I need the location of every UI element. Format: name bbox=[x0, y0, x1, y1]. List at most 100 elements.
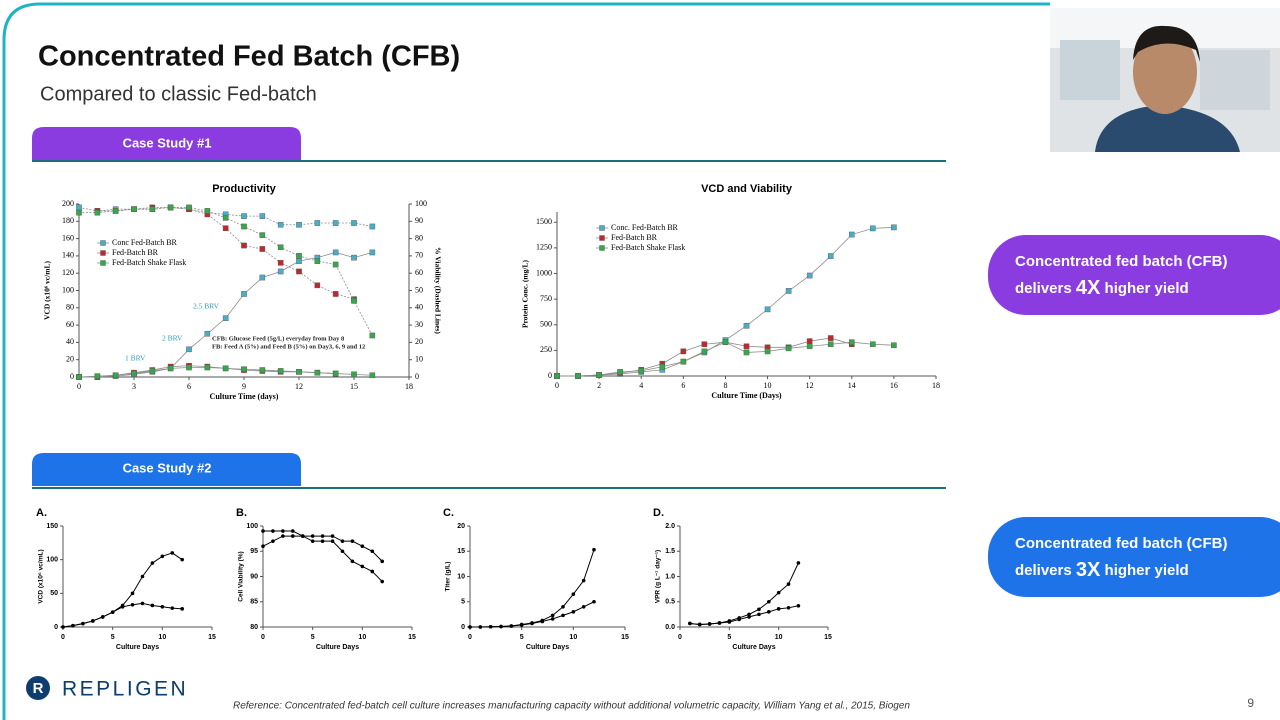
series-marker bbox=[806, 343, 813, 350]
y2-tick-label: 20 bbox=[415, 337, 423, 346]
viability-marker bbox=[241, 213, 247, 219]
chart: 0 5 10 15 0 5 10 15 20C. Culture Days Titer (g/L) bbox=[443, 507, 629, 651]
series-marker bbox=[170, 551, 175, 555]
y-axis-label: VPR (g L⁻¹ day⁻¹) bbox=[655, 550, 662, 603]
series-marker bbox=[180, 557, 184, 562]
series-marker bbox=[827, 253, 834, 259]
series-marker bbox=[796, 603, 801, 608]
y-axis-label: VCD (x10⁶ vc/mL) bbox=[43, 261, 52, 320]
y-tick-label: 95 bbox=[250, 548, 258, 555]
series-marker bbox=[767, 610, 771, 614]
y2-tick-label: 70 bbox=[415, 251, 423, 260]
series-marker bbox=[785, 288, 792, 294]
panel-label: C. bbox=[443, 507, 454, 519]
viability-marker bbox=[332, 261, 339, 268]
series-marker bbox=[380, 559, 385, 564]
reference: Reference: Concentrated fed-batch cell c… bbox=[233, 701, 910, 712]
series-marker bbox=[747, 612, 751, 617]
series-marker bbox=[350, 539, 355, 543]
series-marker bbox=[747, 615, 751, 619]
viability-marker bbox=[259, 246, 266, 252]
y-tick-label: 0 bbox=[461, 624, 465, 631]
viability-marker bbox=[277, 244, 284, 251]
legend-label: Conc. Fed-Batch BR bbox=[611, 223, 679, 232]
series-marker bbox=[91, 619, 95, 623]
series-marker bbox=[370, 549, 375, 554]
series-marker bbox=[638, 368, 645, 374]
series-marker bbox=[332, 249, 339, 256]
legend-label: Fed-Batch BR bbox=[112, 248, 159, 257]
x-tick-label: 18 bbox=[405, 382, 413, 391]
callout-text: delivers 4X higher yield bbox=[1015, 277, 1189, 299]
series-marker bbox=[186, 346, 192, 353]
chart-title: VCD and Viability bbox=[701, 183, 793, 195]
chart: 0 5 10 15 80 85 90 95 100 B. Culture Days Cell Viab… bbox=[236, 507, 416, 651]
y-tick-label: 1250 bbox=[536, 243, 552, 252]
x-tick-label: 16 bbox=[890, 381, 898, 390]
series-marker bbox=[222, 315, 229, 321]
x-tick-label: 0 bbox=[77, 382, 81, 391]
viability-marker bbox=[314, 258, 321, 264]
annotation: 2.5 BRV bbox=[193, 302, 220, 311]
x-tick-label: 6 bbox=[187, 382, 191, 391]
series-marker bbox=[776, 607, 781, 611]
legend-marker bbox=[599, 225, 605, 231]
annotation: 2 BRV bbox=[162, 334, 183, 343]
series-marker bbox=[130, 591, 135, 596]
y-tick-label: 120 bbox=[62, 268, 74, 277]
y-tick-label: 80 bbox=[66, 303, 74, 312]
legend-marker bbox=[100, 240, 106, 246]
y-tick-label: 180 bbox=[62, 216, 74, 225]
panel-label: A. bbox=[36, 507, 47, 519]
slide-subtitle: Compared to classic Fed-batch bbox=[40, 83, 317, 105]
series-marker bbox=[81, 621, 85, 626]
series-marker bbox=[296, 258, 302, 264]
series-marker bbox=[575, 373, 581, 379]
series-marker bbox=[186, 364, 192, 371]
y2-tick-label: 100 bbox=[415, 199, 427, 208]
x-tick-label: 12 bbox=[806, 381, 814, 390]
series-marker bbox=[110, 610, 115, 614]
x-tick-label: 10 bbox=[569, 634, 577, 641]
x-tick-label: 14 bbox=[848, 381, 856, 390]
viability-marker bbox=[351, 298, 357, 304]
series-marker bbox=[786, 606, 791, 610]
viability-marker bbox=[241, 223, 247, 230]
y2-tick-label: 80 bbox=[415, 233, 423, 242]
x-tick-label: 10 bbox=[358, 634, 366, 641]
series-marker bbox=[296, 369, 302, 375]
x-tick-label: 5 bbox=[311, 634, 315, 641]
viability-marker bbox=[332, 291, 339, 297]
slide-title: Concentrated Fed Batch (CFB) bbox=[38, 41, 460, 73]
series-marker bbox=[130, 602, 135, 607]
x-tick-label: 0 bbox=[678, 634, 682, 641]
series-marker bbox=[120, 605, 125, 609]
series-marker bbox=[369, 249, 376, 256]
y-tick-label: 100 bbox=[62, 285, 74, 294]
series-marker bbox=[848, 339, 855, 345]
y-tick-label: 100 bbox=[246, 523, 258, 530]
viability-marker bbox=[369, 223, 376, 230]
viability-marker bbox=[76, 209, 82, 216]
series-marker bbox=[478, 625, 483, 629]
series-marker bbox=[340, 549, 345, 554]
series-marker bbox=[717, 621, 722, 625]
y-tick-label: 750 bbox=[540, 294, 552, 303]
viability-marker bbox=[259, 213, 266, 219]
series-marker bbox=[351, 371, 357, 378]
y-tick-label: 0 bbox=[54, 624, 58, 631]
y-tick-label: 20 bbox=[66, 355, 74, 364]
y-tick-label: 60 bbox=[66, 320, 74, 329]
y2-tick-label: 50 bbox=[415, 285, 423, 294]
series-marker bbox=[571, 610, 576, 614]
legend-label: Conc Fed-Batch BR bbox=[112, 238, 178, 247]
series-marker bbox=[261, 529, 265, 533]
series-marker bbox=[241, 291, 247, 297]
series-marker bbox=[281, 529, 285, 533]
y2-tick-label: 90 bbox=[415, 216, 423, 225]
series-marker bbox=[659, 363, 666, 370]
y-tick-label: 2.0 bbox=[665, 523, 675, 530]
series-marker bbox=[222, 365, 229, 372]
